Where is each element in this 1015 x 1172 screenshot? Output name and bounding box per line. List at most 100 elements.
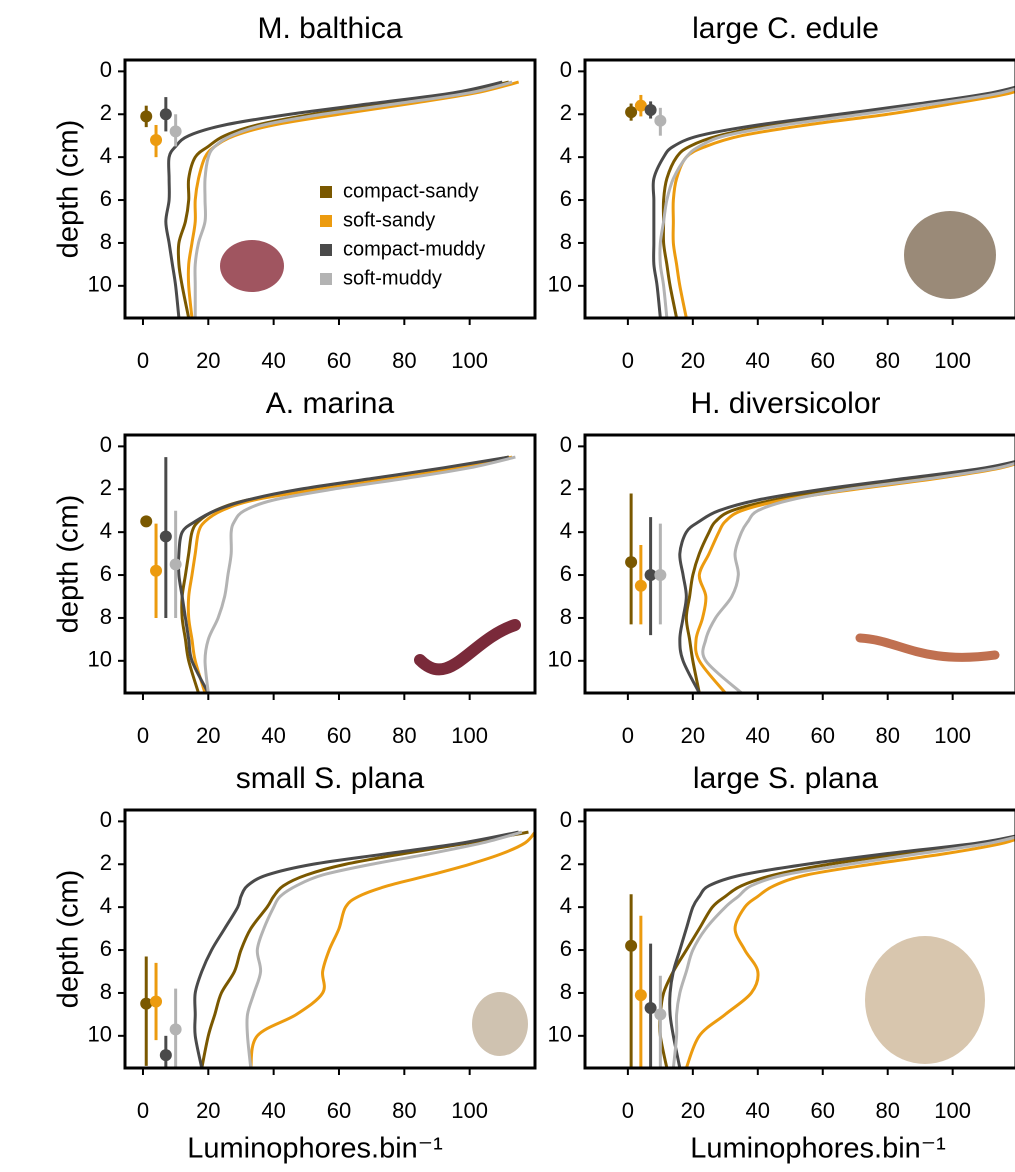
x-tick-label: 0 <box>622 1098 634 1123</box>
mean-point <box>625 556 638 569</box>
plot-border <box>123 808 537 1070</box>
legend-label: soft-sandy <box>343 209 435 231</box>
x-tick-label: 40 <box>261 1098 285 1123</box>
depth-profile <box>658 87 1015 318</box>
plot-border <box>583 808 1015 1070</box>
y-tick-label: 10 <box>88 272 112 297</box>
depth-profile <box>186 455 513 693</box>
x-axis-label: Luminophores.bin⁻¹ <box>187 1133 443 1165</box>
panel-title: large S. plana <box>693 762 878 795</box>
worm-image <box>855 633 1000 662</box>
y-tick-label: 4 <box>560 893 572 918</box>
x-tick-label: 0 <box>137 348 149 373</box>
mean-point <box>654 114 667 127</box>
mean-point <box>159 1049 172 1062</box>
y-tick-label: 8 <box>100 229 112 254</box>
depth-profile <box>668 834 1015 1068</box>
mean-point <box>654 1008 667 1021</box>
y-tick-label: 8 <box>100 604 112 629</box>
y-tick-label: 2 <box>100 475 112 500</box>
panel-title: small S. plana <box>236 762 425 795</box>
x-tick-label: 100 <box>451 1098 488 1123</box>
depth-profile <box>651 85 1015 318</box>
y-axis-label: depth (cm) <box>53 495 85 634</box>
x-tick-label: 20 <box>196 1098 220 1123</box>
legend-swatch <box>320 273 332 285</box>
y-tick-label: 10 <box>548 272 572 297</box>
y-tick-label: 6 <box>100 561 112 586</box>
y-tick-label: 4 <box>100 518 112 543</box>
depth-profile <box>701 461 1015 693</box>
depth-profile <box>193 80 513 318</box>
mean-point <box>634 99 647 112</box>
x-tick-label: 80 <box>875 723 899 748</box>
y-tick-label: 6 <box>100 186 112 211</box>
shell-image <box>220 240 284 292</box>
legend-swatch <box>320 244 332 256</box>
y-tick-label: 2 <box>560 475 572 500</box>
x-axis-label: Luminophores.bin⁻¹ <box>690 1133 946 1165</box>
x-tick-label: 0 <box>622 723 634 748</box>
depth-profile <box>684 838 1015 1068</box>
y-tick-label: 4 <box>100 143 112 168</box>
depth-profile <box>200 830 529 1068</box>
y-tick-label: 0 <box>100 432 112 457</box>
depth-profile <box>176 455 510 693</box>
mean-point <box>644 1001 657 1014</box>
x-tick-label: 100 <box>934 348 971 373</box>
x-tick-label: 80 <box>392 1098 416 1123</box>
y-tick-label: 0 <box>100 807 112 832</box>
legend-label: compact-sandy <box>343 180 479 202</box>
x-tick-label: 40 <box>746 723 770 748</box>
mean-point <box>140 997 153 1010</box>
plot-area <box>140 830 535 1068</box>
x-tick-label: 40 <box>746 348 770 373</box>
x-tick-label: 100 <box>934 723 971 748</box>
depth-profile <box>671 835 1015 1068</box>
legend-label: soft-muddy <box>343 267 442 289</box>
y-tick-label: 4 <box>100 893 112 918</box>
mean-point <box>150 133 163 146</box>
depth-profile <box>678 460 1015 693</box>
x-tick-label: 40 <box>746 1098 770 1123</box>
plot-area <box>625 85 1015 318</box>
y-tick-label: 2 <box>560 850 572 875</box>
mean-point <box>625 106 638 119</box>
x-tick-label: 20 <box>681 1098 705 1123</box>
x-tick-label: 20 <box>681 348 705 373</box>
mean-point <box>150 564 163 577</box>
mean-point <box>169 558 182 571</box>
plot-area <box>625 834 1015 1068</box>
y-tick-label: 0 <box>560 432 572 457</box>
mean-point <box>169 125 182 138</box>
worm-image <box>414 619 521 676</box>
mean-point <box>169 1023 182 1036</box>
plot-border <box>123 433 537 695</box>
x-tick-label: 60 <box>327 1098 351 1123</box>
x-tick-label: 0 <box>622 348 634 373</box>
y-tick-label: 6 <box>560 561 572 586</box>
x-tick-label: 0 <box>137 723 149 748</box>
y-tick-label: 6 <box>100 936 112 961</box>
plot-border <box>583 58 1015 320</box>
plot-border <box>123 58 537 320</box>
y-tick-label: 8 <box>560 979 572 1004</box>
panel-title: M. balthica <box>257 12 402 45</box>
legend-swatch <box>320 215 332 227</box>
mean-point <box>159 108 172 121</box>
x-tick-label: 60 <box>327 348 351 373</box>
y-tick-label: 10 <box>88 647 112 672</box>
x-tick-label: 60 <box>811 348 835 373</box>
x-tick-label: 80 <box>875 1098 899 1123</box>
x-tick-label: 80 <box>875 348 899 373</box>
panel-title: A. marina <box>266 387 395 420</box>
x-tick-label: 40 <box>261 723 285 748</box>
x-tick-label: 20 <box>196 348 220 373</box>
mean-point <box>644 103 657 116</box>
mean-point <box>634 989 647 1002</box>
x-tick-label: 60 <box>327 723 351 748</box>
y-tick-label: 4 <box>560 518 572 543</box>
panel-title: H. diversicolor <box>690 387 880 420</box>
x-tick-label: 0 <box>137 1098 149 1123</box>
